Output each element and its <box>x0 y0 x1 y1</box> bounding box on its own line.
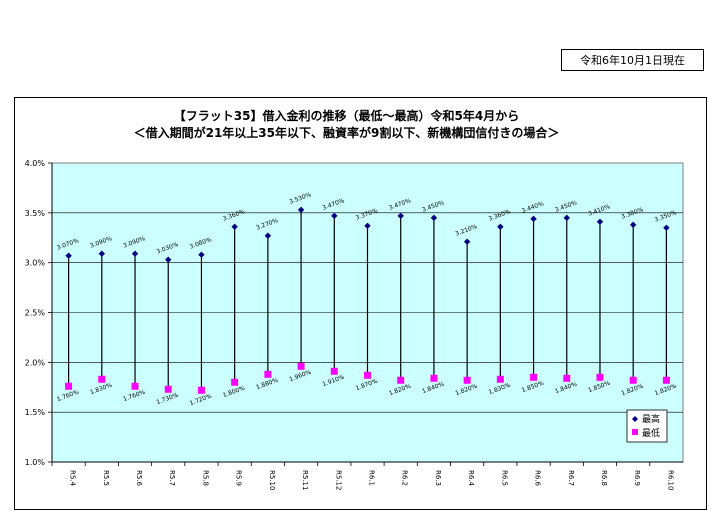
high-point <box>264 232 272 239</box>
low-point <box>397 376 405 384</box>
x-tick-label: R5.6 <box>135 470 143 487</box>
low-point <box>131 382 139 390</box>
chart-frame <box>14 97 707 510</box>
x-tick-label: R6.7 <box>567 470 575 486</box>
as-of-date-box: 令和6年10月1日現在 <box>561 49 704 71</box>
x-tick-label: R5.8 <box>201 470 209 486</box>
high-point <box>663 224 670 231</box>
high-point <box>98 250 106 257</box>
low-point <box>364 371 371 379</box>
y-tick-label: 3.5% <box>25 209 46 218</box>
legend-low-label: 最低 <box>642 427 660 439</box>
high-point <box>397 212 404 220</box>
low-point <box>563 374 571 382</box>
low-point <box>530 373 538 381</box>
chart-subtitle: ＜借入期間が21年以上35年以下、融資率が9割以下、新機構団信付きの場合＞ <box>133 126 560 140</box>
low-point <box>231 378 239 386</box>
legend-high-label: 最高 <box>642 413 660 425</box>
x-tick-label: R6.8 <box>600 470 608 486</box>
high-point <box>596 218 604 226</box>
x-tick-label: R6.3 <box>434 470 442 486</box>
x-tick-label: R5.11 <box>301 470 309 490</box>
low-point <box>496 375 504 383</box>
high-point <box>231 223 238 230</box>
high-point <box>563 214 570 222</box>
x-tick-label: R6.10 <box>666 470 674 490</box>
legend-low-marker <box>632 429 638 435</box>
legend-box <box>626 409 668 443</box>
low-point <box>264 370 272 378</box>
x-tick-label: R5.12 <box>334 470 342 490</box>
low-point <box>629 376 637 384</box>
x-tick-label: R6.6 <box>534 470 542 487</box>
y-tick-label: 2.5% <box>25 309 46 318</box>
high-point <box>65 252 72 259</box>
y-tick-label: 2.0% <box>25 358 46 367</box>
x-tick-label: R5.5 <box>102 470 110 486</box>
x-tick-label: R6.9 <box>633 470 641 486</box>
high-point <box>331 212 338 220</box>
high-point <box>165 256 172 263</box>
y-tick-label: 1.0% <box>25 458 46 467</box>
x-tick-label: R5.9 <box>235 470 243 486</box>
high-point <box>430 214 438 222</box>
low-point <box>596 373 604 381</box>
high-point <box>297 206 305 214</box>
low-point <box>65 382 73 390</box>
high-point <box>463 238 471 245</box>
x-tick-label: R5.7 <box>168 470 176 486</box>
x-tick-label: R6.4 <box>467 470 475 487</box>
high-point <box>530 215 537 223</box>
as-of-date: 令和6年10月1日現在 <box>580 54 685 67</box>
y-tick-label: 4.0% <box>25 159 46 168</box>
x-tick-label: R6.2 <box>401 470 409 486</box>
low-point <box>330 367 338 375</box>
x-tick-label: R5.4 <box>69 470 77 487</box>
low-point <box>463 376 471 384</box>
x-tick-label: R5.10 <box>268 470 276 490</box>
high-point <box>131 250 139 257</box>
high-point <box>629 221 637 228</box>
low-point <box>297 362 305 370</box>
low-point <box>662 376 670 384</box>
low-point <box>98 375 106 383</box>
low-point <box>430 374 438 382</box>
low-point <box>197 386 205 394</box>
legend-high-marker <box>632 416 638 422</box>
high-point <box>364 222 371 229</box>
chart-title: 【フラット35】借入金利の推移（最低～最高）令和5年4月から <box>173 109 520 123</box>
low-point <box>164 385 172 393</box>
high-point <box>497 223 504 230</box>
y-tick-label: 1.5% <box>25 408 46 417</box>
x-tick-label: R6.1 <box>368 470 376 486</box>
y-tick-label: 3.0% <box>25 259 46 268</box>
x-tick-label: R6.5 <box>500 470 508 486</box>
high-point <box>198 251 205 258</box>
